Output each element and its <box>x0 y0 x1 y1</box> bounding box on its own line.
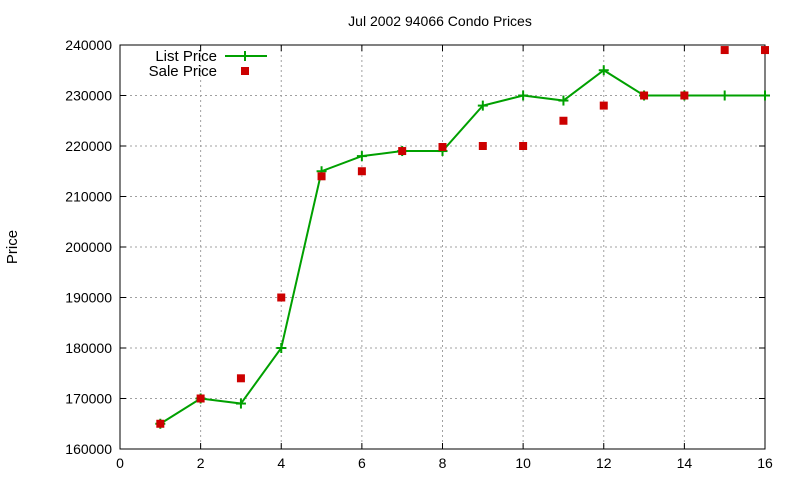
sale-price-point <box>317 172 326 181</box>
legend: List Price Sale Price <box>149 48 267 80</box>
sale-price-point <box>761 46 769 55</box>
list-price-point <box>235 398 246 409</box>
sale-price-point <box>599 101 608 110</box>
list-price-point <box>719 90 730 101</box>
sale-price-point <box>277 293 286 302</box>
sale-price-point <box>559 116 568 125</box>
x-tick-label: 2 <box>197 455 205 471</box>
sale-price-point <box>156 419 165 428</box>
sale-price-point <box>720 46 729 55</box>
y-axis-label: Price <box>4 230 21 264</box>
x-tick-label: 0 <box>116 455 124 471</box>
sale-price-point <box>640 91 649 100</box>
list-price-point <box>760 90 770 101</box>
x-tick-label: 10 <box>515 455 531 471</box>
legend-label-list-price: List Price <box>155 48 217 65</box>
x-tick-label: 12 <box>596 455 612 471</box>
sale-price-point <box>680 91 689 100</box>
y-tick-label: 180000 <box>65 340 112 356</box>
sale-price-point <box>196 394 205 403</box>
y-tick-label: 230000 <box>65 88 112 104</box>
sale-price-point <box>519 142 528 150</box>
x-tick-label: 16 <box>757 455 773 471</box>
series <box>155 46 770 429</box>
list-price-point <box>276 343 287 353</box>
y-tick-label: 190000 <box>65 290 112 306</box>
x-tick-label: 8 <box>439 455 447 471</box>
y-tick-label: 220000 <box>65 138 112 154</box>
sale-price-point <box>236 374 245 383</box>
x-tick-label: 6 <box>358 455 366 471</box>
y-tick-label: 160000 <box>65 441 112 457</box>
list-price-line <box>159 69 765 425</box>
list-price-point <box>558 95 569 106</box>
legend-marker-list-price <box>240 51 250 61</box>
y-tick-label: 200000 <box>65 239 112 255</box>
chart-title: Jul 2002 94066 Condo Prices <box>348 13 532 29</box>
ticks: 0 2 4 6 8 10 12 14 16 160000 170000 180000 190000 200… <box>65 37 773 471</box>
x-tick-label: 4 <box>277 455 285 471</box>
grid <box>120 45 765 449</box>
list-price-point <box>477 100 488 111</box>
x-tick-label: 14 <box>677 455 693 471</box>
legend-label-sale-price: Sale Price <box>149 63 217 80</box>
y-tick-label: 170000 <box>65 391 112 407</box>
legend-marker-sale-price <box>241 67 249 75</box>
sale-price-point <box>478 142 487 150</box>
sale-price-point <box>357 167 366 176</box>
list-price-point <box>356 151 367 162</box>
y-tick-label: 210000 <box>65 189 112 205</box>
sale-price-point <box>438 143 447 152</box>
y-tick-label: 240000 <box>65 37 112 53</box>
list-price-point <box>598 65 609 76</box>
list-price-point <box>518 90 529 101</box>
sale-price-point <box>398 147 407 156</box>
